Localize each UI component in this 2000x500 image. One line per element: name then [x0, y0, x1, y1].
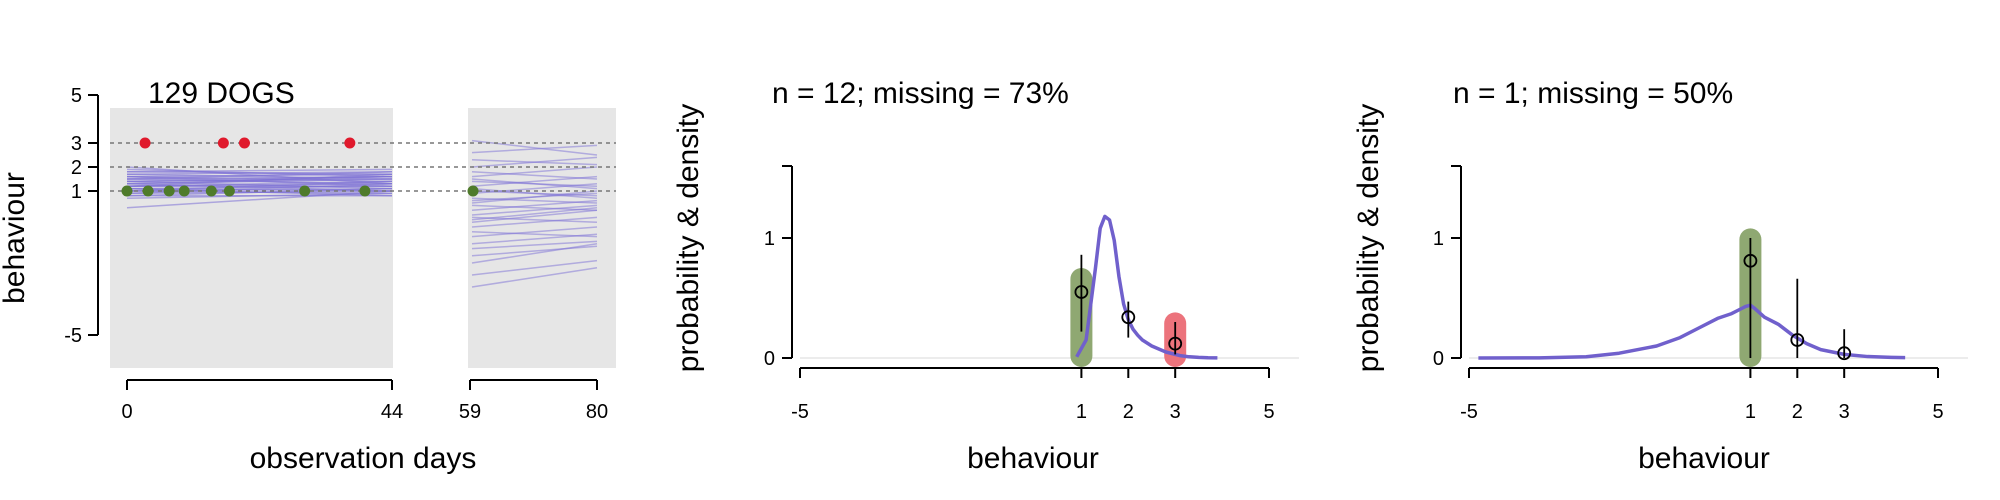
estimate-point	[1790, 333, 1805, 347]
x-tick-label: 3	[1170, 401, 1181, 423]
y-tick-label: -5	[64, 325, 82, 347]
estimate-point	[1743, 253, 1758, 268]
trajectory-line	[471, 178, 598, 190]
x-tick-label: 5	[1263, 401, 1274, 423]
trajectory-line	[471, 166, 598, 178]
observation-point	[344, 137, 356, 149]
chart-title: n = 12; missing = 73%	[772, 77, 1069, 110]
panel-density-n1: 01-5 1 2 3 5 n = 1; missing = 50% behaviour …	[1352, 77, 1968, 475]
trajectory-line	[471, 199, 598, 211]
estimate-point	[1168, 336, 1183, 351]
x-axis-label: observation days	[250, 442, 477, 475]
y-tick-label: 0	[764, 348, 775, 370]
trajectory-line	[471, 240, 598, 250]
observation-point	[139, 137, 151, 149]
observation-point	[178, 185, 190, 197]
x-tick-label: 0	[121, 401, 132, 423]
observation-point	[223, 185, 235, 197]
trajectory-line	[471, 245, 598, 257]
trajectory-line	[126, 190, 393, 209]
observation-point	[142, 185, 154, 197]
observation-point	[121, 185, 133, 197]
trajectory-line	[471, 243, 598, 264]
y-axis-label: probability & density	[1352, 104, 1385, 372]
x-tick-label: 59	[459, 401, 481, 423]
chart-title: 129 DOGS	[148, 77, 295, 110]
x-axis-label: behaviour	[967, 442, 1099, 475]
density-curve	[1075, 214, 1218, 360]
x-tick-label: -5	[791, 401, 809, 423]
x-tick-label: 2	[1792, 401, 1803, 423]
trajectory-line	[471, 259, 598, 276]
x-tick-label: 5	[1932, 401, 1943, 423]
estimate-point	[1074, 285, 1089, 299]
trajectory-line	[126, 168, 393, 173]
y-tick-label: 1	[764, 228, 775, 250]
trajectory-line	[126, 180, 393, 187]
trajectory-line	[126, 175, 393, 183]
x-tick-label: 80	[586, 401, 608, 423]
observation-point	[359, 185, 371, 197]
x-tick-label: 1	[1076, 401, 1087, 423]
trajectory-line	[126, 168, 393, 178]
trajectory-line	[471, 187, 598, 199]
trajectory-line	[471, 192, 598, 202]
trajectory-line	[471, 207, 598, 221]
observation-point	[205, 185, 217, 197]
axes: 5 321 -5 0 44 59 80	[64, 85, 608, 423]
observation-points	[121, 137, 479, 197]
latent-trajectories	[126, 139, 598, 288]
trajectory-line	[471, 144, 598, 154]
chart-title: n = 1; missing = 50%	[1453, 77, 1733, 110]
trajectory-line	[471, 183, 598, 195]
trajectory-line	[471, 226, 598, 238]
observation-point	[217, 137, 229, 149]
y-tick-label: 1	[71, 181, 82, 203]
plot-area: 0 1 -5 1 2 3 5	[1433, 165, 1968, 423]
panel-density-n12: 0 1 -5 1 2 3 5 n = 12; missing = 73% behaviour…	[672, 77, 1299, 475]
y-axis-label: probability & density	[672, 104, 705, 372]
x-tick-label: 1	[1745, 401, 1756, 423]
panel-bg-segment-1	[110, 108, 393, 368]
trajectory-line	[126, 173, 393, 180]
observation-point	[299, 185, 311, 197]
x-axis-label: behaviour	[1638, 442, 1770, 475]
trajectory-line	[471, 233, 598, 245]
trajectory-line	[126, 166, 393, 185]
y-tick-label: 5	[71, 85, 82, 107]
observation-point	[467, 185, 479, 197]
trajectory-line	[471, 216, 598, 228]
estimate-point	[1121, 310, 1136, 325]
trajectory-line	[471, 204, 598, 216]
trajectory-line	[471, 156, 598, 168]
estimate-point	[1837, 346, 1852, 361]
y-tick-label: 2	[71, 157, 82, 179]
x-tick-label: 44	[381, 401, 403, 423]
y-tick-label: 1	[1433, 228, 1444, 250]
y-axis-label: behaviour	[0, 172, 31, 304]
trajectory-line	[471, 175, 598, 187]
plot-area: 0 1 -5 1 2 3 5	[764, 165, 1299, 423]
trajectory-line	[126, 173, 393, 187]
x-tick-label: 2	[1123, 401, 1134, 423]
observation-point	[163, 185, 175, 197]
x-tick-label: -5	[1460, 401, 1478, 423]
trajectory-line	[471, 139, 598, 156]
density-curve	[1478, 303, 1906, 360]
y-tick-label: 0	[1433, 348, 1444, 370]
observation-point	[238, 137, 250, 149]
trajectory-line	[126, 178, 393, 185]
x-tick-label: 3	[1839, 401, 1850, 423]
trajectory-line	[471, 209, 598, 223]
y-tick-label: 3	[71, 133, 82, 155]
trajectory-line	[471, 267, 598, 288]
